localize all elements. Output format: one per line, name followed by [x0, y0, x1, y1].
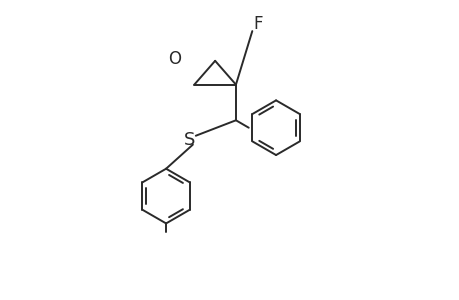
Text: O: O — [168, 50, 181, 68]
Text: S: S — [184, 130, 195, 148]
Text: F: F — [253, 15, 263, 33]
